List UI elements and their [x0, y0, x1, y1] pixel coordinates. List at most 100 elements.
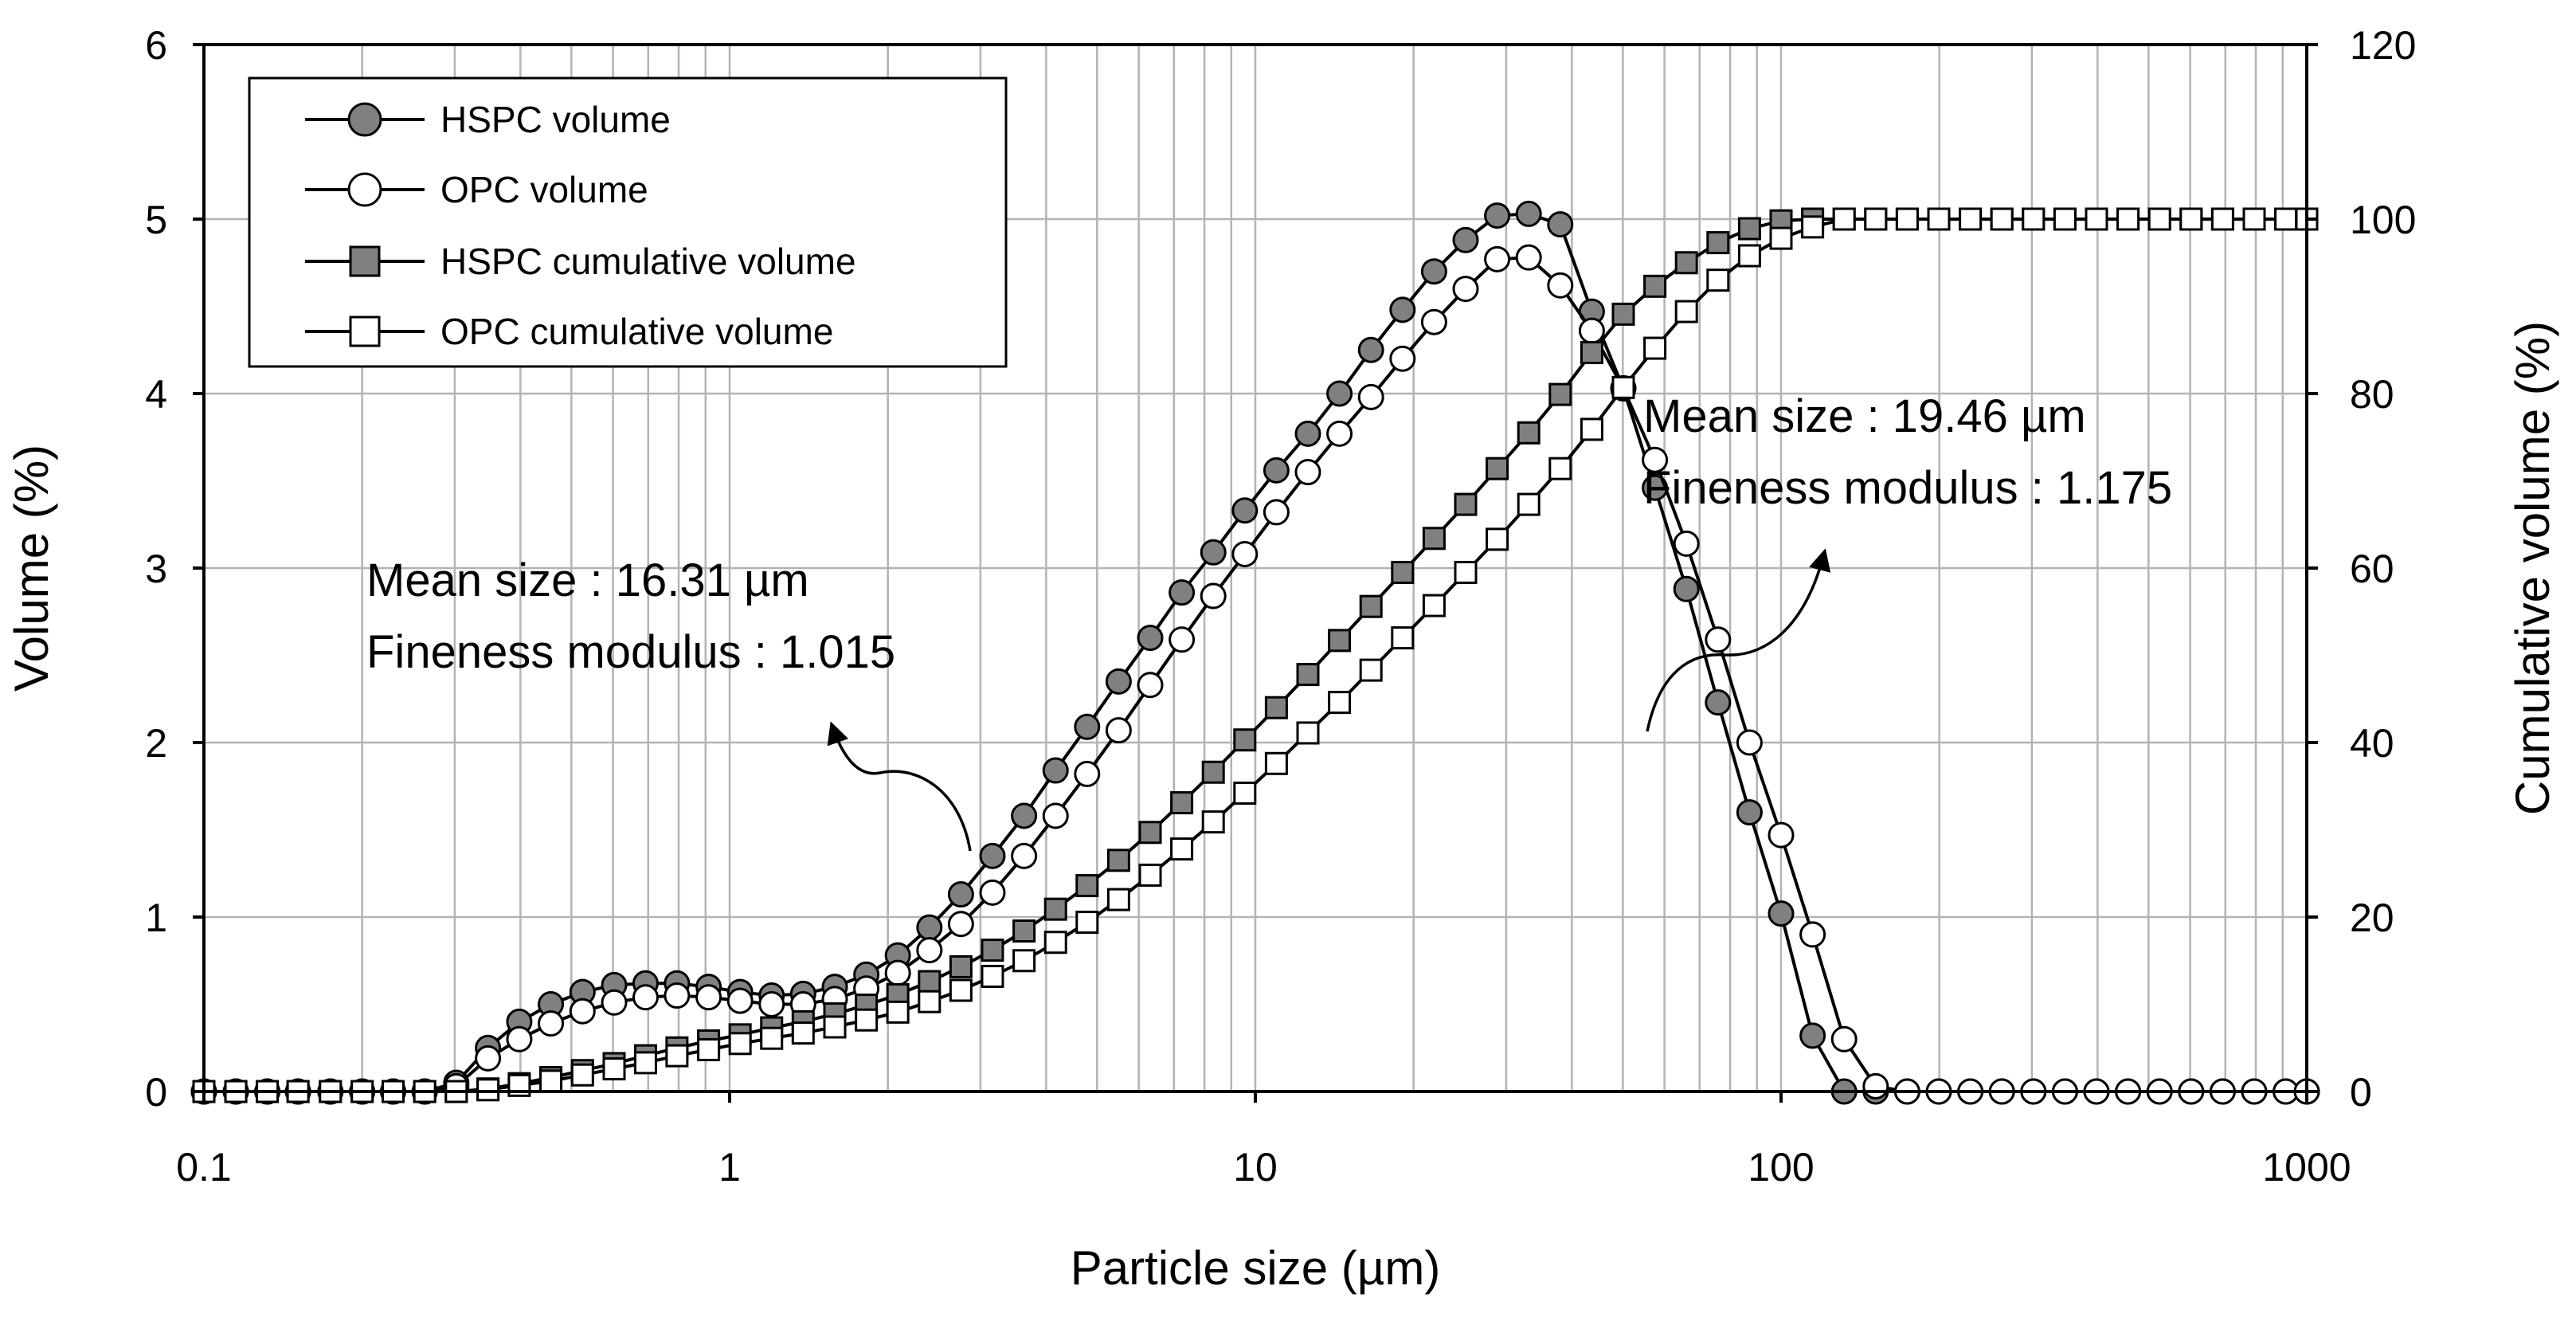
data-point-opc-volume — [1326, 420, 1353, 447]
data-point-opc-volume — [884, 959, 911, 986]
data-point-hspc-cumulative-volume — [1580, 341, 1603, 365]
y-tick-label: 6 — [145, 23, 167, 68]
data-point-hspc-cumulative-volume — [1643, 274, 1667, 298]
data-point-hspc-volume — [1263, 457, 1290, 484]
data-point-opc-volume — [1105, 717, 1132, 744]
y-tick-label: 0 — [145, 1070, 167, 1115]
data-point-opc-cumulative-volume — [1927, 207, 1951, 231]
data-point-opc-volume — [1231, 540, 1259, 567]
data-point-opc-cumulative-volume — [2147, 207, 2171, 231]
annotation-opc: Mean size : 19.46 µm Fineness modulus : … — [1643, 390, 2172, 732]
legend-marker-opc-volume — [347, 172, 382, 207]
data-point-opc-cumulative-volume — [665, 1044, 689, 1068]
data-point-opc-cumulative-volume — [1201, 810, 1225, 834]
data-point-opc-cumulative-volume — [1706, 268, 1730, 292]
data-point-opc-volume — [1011, 842, 1038, 869]
data-point-opc-cumulative-volume — [760, 1026, 784, 1050]
data-point-opc-cumulative-volume — [539, 1069, 563, 1093]
data-point-hspc-cumulative-volume — [1706, 231, 1730, 255]
data-point-opc-cumulative-volume — [2274, 207, 2298, 231]
data-point-opc-cumulative-volume — [1296, 721, 1320, 745]
data-point-opc-volume — [1830, 1025, 1858, 1052]
data-point-hspc-cumulative-volume — [1075, 874, 1099, 898]
data-point-hspc-volume — [1326, 380, 1353, 407]
data-point-opc-volume — [1137, 672, 1164, 699]
data-point-hspc-volume — [1357, 336, 1384, 363]
data-point-hspc-cumulative-volume — [949, 954, 973, 978]
data-point-opc-volume — [1736, 729, 1763, 756]
data-point-opc-cumulative-volume — [2210, 207, 2234, 231]
data-point-opc-cumulative-volume — [2242, 207, 2266, 231]
y2-axis-title: Cumulative volume (%) — [2506, 321, 2559, 815]
annotation-hspc-arrow — [827, 721, 972, 852]
data-point-opc-volume — [1799, 921, 1826, 948]
data-point-hspc-cumulative-volume — [1517, 421, 1541, 445]
data-point-hspc-volume — [1705, 689, 1732, 716]
data-point-opc-cumulative-volume — [1895, 207, 1919, 231]
annotation-opc-arrow — [1646, 548, 1831, 732]
y2-tick-label: 20 — [2350, 896, 2394, 940]
data-point-opc-cumulative-volume — [1769, 226, 1793, 250]
annotation-hspc-mean-size: Mean size : 16.31 µm — [366, 555, 809, 606]
data-point-hspc-volume — [1042, 757, 1069, 784]
data-point-opc-volume — [1200, 582, 1227, 610]
data-point-hspc-cumulative-volume — [1486, 457, 1509, 480]
data-point-hspc-volume — [979, 842, 1006, 869]
annotation-hspc-fineness: Fineness modulus : 1.015 — [366, 626, 895, 678]
data-point-hspc-cumulative-volume — [1201, 760, 1225, 784]
data-point-hspc-cumulative-volume — [1422, 527, 1446, 551]
data-point-opc-cumulative-volume — [1012, 949, 1036, 973]
data-point-opc-cumulative-volume — [1075, 911, 1099, 935]
data-point-opc-volume — [916, 937, 943, 964]
data-point-hspc-volume — [1484, 202, 1511, 229]
legend-label-opc-volume: OPC volume — [440, 169, 648, 210]
data-point-opc-volume — [601, 989, 628, 1016]
data-point-hspc-volume — [1547, 211, 1574, 238]
data-point-opc-cumulative-volume — [570, 1063, 594, 1087]
data-point-hspc-volume — [1200, 539, 1227, 566]
data-point-opc-volume — [758, 991, 785, 1017]
data-point-hspc-cumulative-volume — [1043, 897, 1067, 921]
data-point-opc-volume — [1452, 276, 1479, 303]
data-point-opc-cumulative-volume — [1990, 207, 2014, 231]
data-point-hspc-cumulative-volume — [1264, 696, 1288, 719]
data-point-opc-cumulative-volume — [823, 1015, 847, 1039]
data-point-hspc-cumulative-volume — [1106, 849, 1130, 872]
legend-label-opc-cumulative-volume: OPC cumulative volume — [440, 311, 833, 352]
x-tick-label: 100 — [1748, 1145, 1814, 1190]
data-point-hspc-volume — [916, 914, 943, 941]
annotation-opc-mean-size: Mean size : 19.46 µm — [1643, 390, 2086, 442]
series-opc-cumulative-volume — [192, 207, 2319, 1103]
data-point-opc-cumulative-volume — [1328, 691, 1352, 715]
legend: HSPC volume OPC volume HSPC cumulative v… — [248, 76, 1008, 368]
data-point-opc-cumulative-volume — [2053, 207, 2077, 231]
data-point-opc-volume — [1642, 446, 1669, 473]
data-point-hspc-volume — [1105, 668, 1132, 695]
data-point-opc-cumulative-volume — [476, 1078, 500, 1102]
data-point-hspc-volume — [1736, 799, 1763, 826]
data-point-opc-volume — [947, 911, 974, 938]
data-point-hspc-volume — [1768, 900, 1795, 927]
data-point-opc-cumulative-volume — [602, 1057, 626, 1081]
data-point-opc-cumulative-volume — [981, 964, 1004, 988]
x-tick-label: 1000 — [2262, 1145, 2351, 1190]
data-point-hspc-cumulative-volume — [1611, 302, 1635, 326]
data-point-opc-volume — [1389, 345, 1416, 372]
data-point-opc-cumulative-volume — [1959, 207, 1983, 231]
data-point-hspc-volume — [1011, 802, 1038, 829]
y-tick-label: 2 — [145, 721, 167, 766]
data-point-opc-cumulative-volume — [1233, 782, 1257, 805]
annotation-opc-fineness: Fineness modulus : 1.175 — [1643, 462, 2172, 514]
data-point-hspc-volume — [1169, 579, 1196, 606]
data-point-opc-cumulative-volume — [2179, 207, 2203, 231]
data-point-opc-volume — [1705, 626, 1732, 653]
data-point-hspc-cumulative-volume — [1548, 382, 1572, 406]
y2-tick-label: 0 — [2350, 1070, 2372, 1115]
data-point-opc-volume — [538, 1010, 565, 1037]
y2-tick-label: 120 — [2350, 23, 2416, 68]
data-point-opc-cumulative-volume — [1674, 300, 1698, 323]
x-axis-title: Particle size (µm) — [1071, 1241, 1441, 1295]
data-point-opc-cumulative-volume — [1517, 492, 1541, 516]
data-point-hspc-volume — [1231, 497, 1259, 524]
data-point-hspc-cumulative-volume — [1359, 594, 1383, 618]
